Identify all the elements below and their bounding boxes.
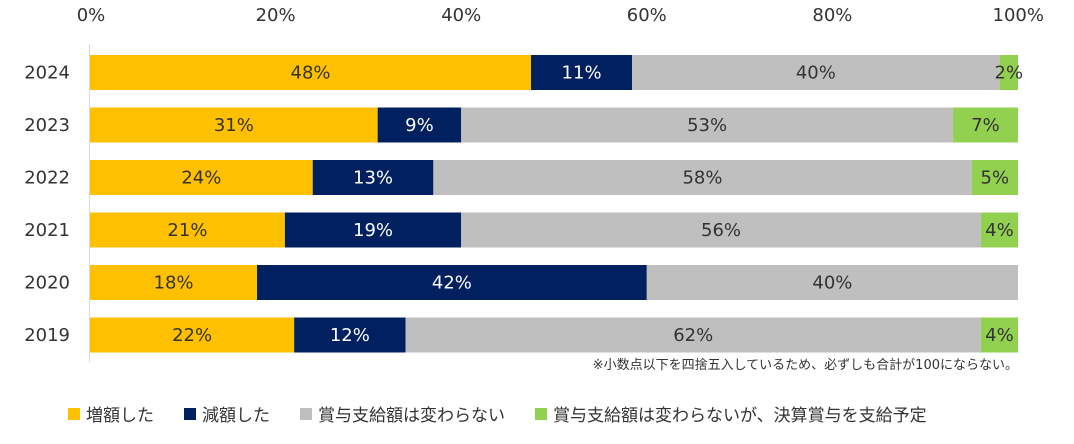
bar-segment — [90, 212, 285, 248]
data-label: 40% — [796, 63, 836, 84]
bar-segment — [531, 55, 633, 90]
data-label: 40% — [812, 273, 852, 294]
data-label: 11% — [562, 63, 602, 84]
data-label: 56% — [701, 220, 741, 241]
data-label: 53% — [687, 115, 727, 136]
data-label: 5% — [981, 168, 1010, 189]
bar-segment — [646, 265, 1018, 300]
bar-segment — [257, 265, 647, 300]
x-tick-label: 60% — [627, 5, 667, 26]
legend-label-increase: 増額した — [86, 406, 154, 426]
data-label: 21% — [167, 220, 207, 241]
bar-row-2021: 2021 21% 19% 56% 4% — [24, 212, 1018, 248]
bar-segment — [90, 317, 295, 353]
category-label: 2023 — [24, 115, 70, 136]
bar-segment — [377, 107, 462, 143]
x-tick-label: 100% — [993, 5, 1044, 26]
bar-segment — [312, 160, 434, 195]
bar-row-2020: 2020 18% 42% 40% — [24, 265, 1018, 300]
footnote: ※小数点以下を四捨五入しているため、必ずしも合計が100にならない。 — [592, 358, 1018, 373]
bar-segment — [90, 107, 378, 143]
bar-segment — [433, 160, 972, 195]
category-label: 2022 — [24, 168, 70, 189]
data-label: 12% — [330, 325, 370, 346]
data-label: 9% — [405, 115, 434, 136]
x-axis-ticks: 0% 20% 40% 60% 80% 100% — [77, 5, 1044, 26]
bar-segment — [294, 317, 406, 353]
legend-label-decrease: 減額した — [202, 406, 270, 426]
legend: 増額した 減額した 賞与支給額は変わらない 賞与支給額は変わらないが、決算賞与を… — [68, 401, 957, 426]
bar-segment — [284, 212, 462, 248]
data-label: 4% — [985, 220, 1014, 241]
legend-swatch-unchanged-with-settlement — [535, 407, 547, 420]
bar-row-2023: 2023 31% 9% 53% 7% — [24, 107, 1018, 143]
bar-segment — [999, 55, 1018, 90]
category-label: 2024 — [24, 63, 70, 84]
data-label: 7% — [971, 115, 1000, 136]
bar-segment — [461, 212, 981, 248]
legend-item-increase: 増額した — [68, 401, 154, 426]
bar-segment — [971, 160, 1018, 195]
data-label: 13% — [353, 168, 393, 189]
bar-segment — [90, 55, 532, 90]
data-label: 22% — [172, 325, 212, 346]
bar-segment — [980, 212, 1018, 248]
legend-swatch-decrease — [184, 407, 196, 420]
data-label: 31% — [214, 115, 254, 136]
legend-swatch-increase — [68, 407, 80, 420]
legend-item-unchanged-with-settlement: 賞与支給額は変わらないが、決算賞与を支給予定 — [535, 401, 927, 426]
legend-label-unchanged-with-settlement: 賞与支給額は変わらないが、決算賞与を支給予定 — [553, 406, 927, 426]
x-tick-label: 40% — [441, 5, 481, 26]
legend-label-unchanged: 賞与支給額は変わらない — [318, 406, 505, 426]
data-label: 48% — [291, 63, 331, 84]
data-label: 24% — [181, 168, 221, 189]
data-label: 42% — [432, 273, 472, 294]
data-label: 19% — [353, 220, 393, 241]
category-label: 2020 — [24, 273, 70, 294]
bar-row-2019: 2019 22% 12% 62% 4% — [24, 317, 1018, 353]
legend-swatch-unchanged — [300, 407, 312, 420]
bar-row-2024: 2024 48% 11% 40% 2% — [24, 55, 1023, 90]
data-label: 18% — [154, 273, 194, 294]
bar-rows: 2024 48% 11% 40% 2% 2023 31% 9% 53% 7% 2022 24% 13% 5… — [24, 55, 1023, 353]
bar-row-2022: 2022 24% 13% 58% 5% — [24, 160, 1018, 195]
data-label: 58% — [682, 168, 722, 189]
data-label: 4% — [985, 325, 1014, 346]
bar-segment — [953, 107, 1018, 143]
bar-segment — [405, 317, 981, 353]
x-tick-label: 80% — [812, 5, 852, 26]
data-label: 2% — [995, 63, 1024, 84]
category-label: 2021 — [24, 220, 70, 241]
bar-segment — [90, 160, 313, 195]
legend-item-decrease: 減額した — [184, 401, 270, 426]
x-tick-label: 0% — [77, 5, 106, 26]
data-label: 62% — [673, 325, 713, 346]
bar-segment — [461, 107, 954, 143]
bar-segment — [980, 317, 1018, 353]
bar-segment — [90, 265, 258, 300]
x-tick-label: 20% — [256, 5, 296, 26]
bar-segment — [632, 55, 1000, 90]
legend-item-unchanged: 賞与支給額は変わらない — [300, 401, 505, 426]
category-label: 2019 — [24, 325, 70, 346]
